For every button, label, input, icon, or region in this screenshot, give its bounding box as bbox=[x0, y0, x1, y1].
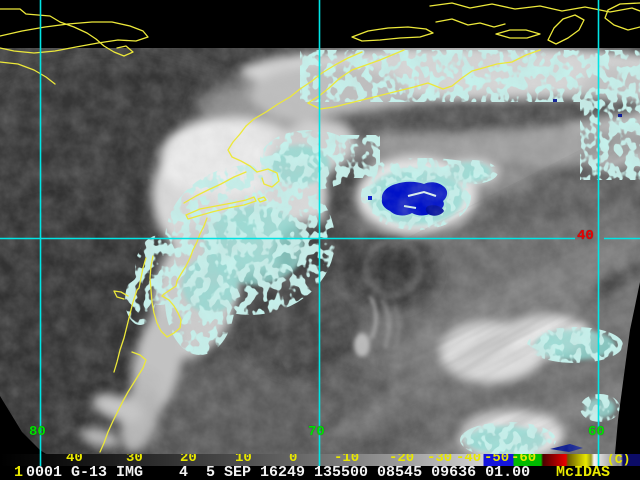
image-info-text: 0001 G-13 IMG 4 5 SEP 16249 135500 08545… bbox=[26, 464, 531, 480]
latitude-label-40: 40 bbox=[577, 228, 594, 244]
frame-number: 1 bbox=[14, 464, 24, 480]
colorbar-unit-label: (C) bbox=[607, 452, 631, 467]
colorbar-tick: -60 bbox=[511, 450, 537, 466]
scan-edge-bottom-right bbox=[615, 282, 640, 454]
longitude-label-60: 60 bbox=[588, 424, 605, 440]
longitude-label-70: 70 bbox=[308, 424, 325, 440]
scan-edge-bottom-left bbox=[0, 396, 46, 454]
temperature-colorbar: 40 30 20 10 0 -10 -20 -30 -40 -50 -60 (C… bbox=[0, 450, 640, 467]
colorbar-tick: -50 bbox=[484, 450, 510, 466]
colorbar-tick: 30 bbox=[126, 450, 143, 466]
status-bar: 1 0001 G-13 IMG 4 5 SEP 16249 135500 085… bbox=[0, 464, 640, 480]
colorbar-tick: -20 bbox=[389, 450, 415, 466]
mcidas-brand-label: McIDAS bbox=[556, 464, 611, 480]
colorbar-tick: 10 bbox=[235, 450, 252, 466]
colorbar-tick: -10 bbox=[334, 450, 360, 466]
colorbar-tick: 20 bbox=[180, 450, 197, 466]
colorbar-tick: 40 bbox=[66, 450, 83, 466]
coastline-overlay bbox=[0, 2, 640, 453]
colorbar-tick: -40 bbox=[456, 450, 482, 466]
latlon-grid bbox=[0, 0, 640, 466]
colorbar-tick: 0 bbox=[289, 450, 298, 466]
longitude-label-80: 80 bbox=[29, 424, 46, 440]
colorbar-tick: -30 bbox=[427, 450, 453, 466]
